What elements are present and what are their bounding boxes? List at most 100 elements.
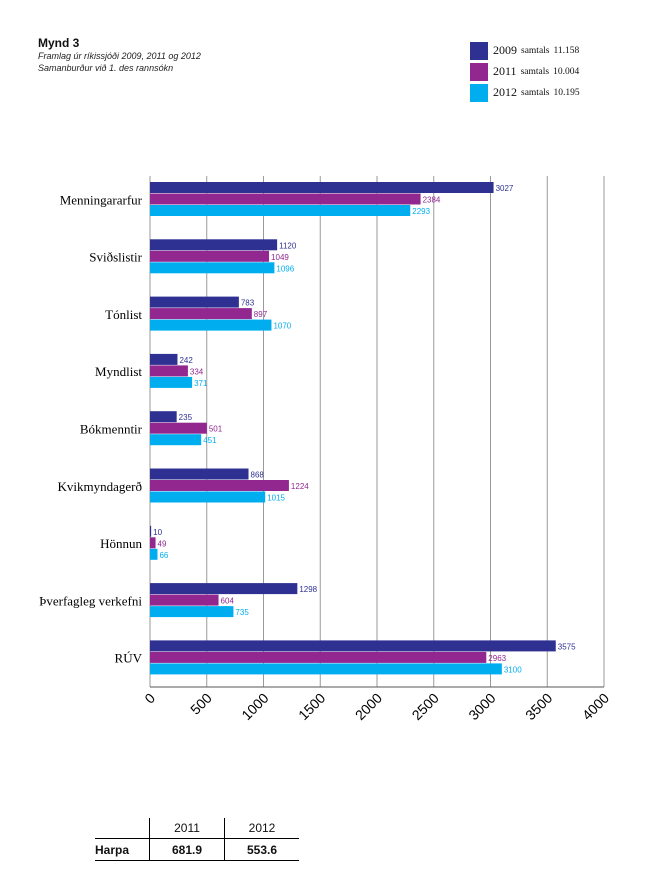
legend-year: 2012 <box>493 85 517 99</box>
category-label: Menningararfur <box>60 192 143 207</box>
bar <box>150 422 207 434</box>
bar <box>150 480 289 491</box>
bar <box>150 182 494 193</box>
legend-swatch <box>470 62 488 81</box>
bar <box>150 193 421 205</box>
harpa-table-header-row: 2011 2012 <box>95 818 299 839</box>
harpa-table-row: Harpa 681.9 553.6 <box>95 838 299 861</box>
data-label: 49 <box>158 539 167 548</box>
x-tick-label: 4000 <box>579 690 612 723</box>
bar <box>150 319 272 331</box>
category-label: Tónlist <box>105 307 142 322</box>
category-label: Kvikmyndagerð <box>58 479 142 494</box>
legend-year: 2011 <box>493 64 517 78</box>
data-label: 371 <box>194 379 208 388</box>
data-label: 2963 <box>488 654 506 663</box>
legend-label: samtals <box>521 87 550 98</box>
data-label: 1049 <box>271 253 289 262</box>
bar <box>150 296 239 308</box>
bar <box>150 250 270 262</box>
category-label: Hönnun <box>100 536 142 551</box>
bar <box>150 663 502 675</box>
data-label: 501 <box>209 425 223 434</box>
category-label: Myndlist <box>95 364 142 379</box>
legend-swatch <box>470 83 488 102</box>
data-label: 897 <box>254 310 268 319</box>
data-label: 3575 <box>558 642 576 651</box>
bar <box>150 537 156 549</box>
legend-item-2011: 2011 samtals 10.004 <box>470 61 580 82</box>
legend-label: samtals <box>521 45 550 56</box>
bar <box>150 434 202 446</box>
category-label: Sviðslistir <box>89 250 142 265</box>
bar <box>150 376 193 388</box>
legend-total: 11.158 <box>553 45 580 56</box>
harpa-header-2011: 2011 <box>149 818 225 839</box>
legend-year: 2009 <box>493 43 517 57</box>
figure-subtitle-2: Samanburður við 1. des rannsókn <box>38 63 174 73</box>
x-tick-label: 1500 <box>295 690 328 723</box>
legend-item-2009: 2009 samtals 11.158 <box>470 40 580 61</box>
harpa-value-2011: 681.9 <box>149 838 225 861</box>
data-label: 451 <box>203 436 217 445</box>
data-label: 868 <box>251 471 265 480</box>
legend-label: samtals <box>520 66 550 77</box>
harpa-table-corner <box>95 818 150 839</box>
data-label: 1015 <box>267 494 285 503</box>
data-label: 3027 <box>496 184 514 193</box>
bar <box>150 491 266 503</box>
legend-total: 10.004 <box>553 66 580 77</box>
data-label: 1120 <box>279 241 297 250</box>
bar <box>150 651 487 663</box>
bar <box>150 308 252 320</box>
data-label: 2293 <box>412 207 430 216</box>
legend-item-2012: 2012 samtals 10.195 <box>470 82 580 103</box>
harpa-table: 2011 2012 Harpa 681.9 553.6 <box>95 818 299 861</box>
bar <box>150 640 556 652</box>
x-tick-label: 3000 <box>465 690 498 723</box>
data-label: 2384 <box>423 196 441 205</box>
data-label: 604 <box>221 597 235 606</box>
x-tick-label: 3500 <box>522 690 555 723</box>
category-label: Þverfagleg verkefni <box>39 593 142 608</box>
x-tick-label: 2000 <box>352 690 385 723</box>
data-label: 10 <box>153 528 162 537</box>
x-tick-label: 1000 <box>238 690 271 723</box>
bar-chart: 0 500 1000 1500 2000 2500 3000 3500 4000 Menninga… <box>39 176 612 723</box>
data-label: 1224 <box>291 482 309 491</box>
figure-title: Mynd 3 <box>38 36 80 50</box>
legend: 2009 samtals 11.158 2011 samtals 10.004 … <box>470 40 580 103</box>
harpa-value-2012: 553.6 <box>224 838 299 861</box>
x-tick-label: 0 <box>141 690 158 707</box>
data-label: 1298 <box>299 585 317 594</box>
bar <box>150 594 219 606</box>
x-tick-label: 500 <box>187 690 215 718</box>
legend-total: 10.195 <box>553 87 580 98</box>
bar <box>150 353 178 365</box>
bar <box>150 365 188 377</box>
data-label: 334 <box>190 367 204 376</box>
bar <box>150 548 158 560</box>
data-label: 735 <box>235 608 249 617</box>
data-label: 3100 <box>504 665 522 674</box>
bar <box>150 205 411 216</box>
harpa-header-2012: 2012 <box>224 818 299 839</box>
category-label: Bókmenntir <box>80 421 143 436</box>
bar <box>150 583 298 595</box>
data-label: 242 <box>179 356 193 365</box>
data-label: 783 <box>241 299 255 308</box>
data-label: 1096 <box>276 264 294 273</box>
bar <box>150 239 278 251</box>
bar <box>150 525 152 537</box>
bar <box>150 411 177 423</box>
figure-subtitle: Framlag úr ríkissjóði 2009, 2011 og 2012 <box>38 51 201 61</box>
data-label: 1070 <box>273 322 291 331</box>
harpa-row-label: Harpa <box>95 838 150 861</box>
data-label: 66 <box>159 551 168 560</box>
x-tick-label: 2500 <box>409 690 442 723</box>
category-label: RÚV <box>115 651 143 666</box>
bar <box>150 606 234 618</box>
legend-swatch <box>470 41 488 60</box>
bar <box>150 262 275 274</box>
bar <box>150 468 249 480</box>
